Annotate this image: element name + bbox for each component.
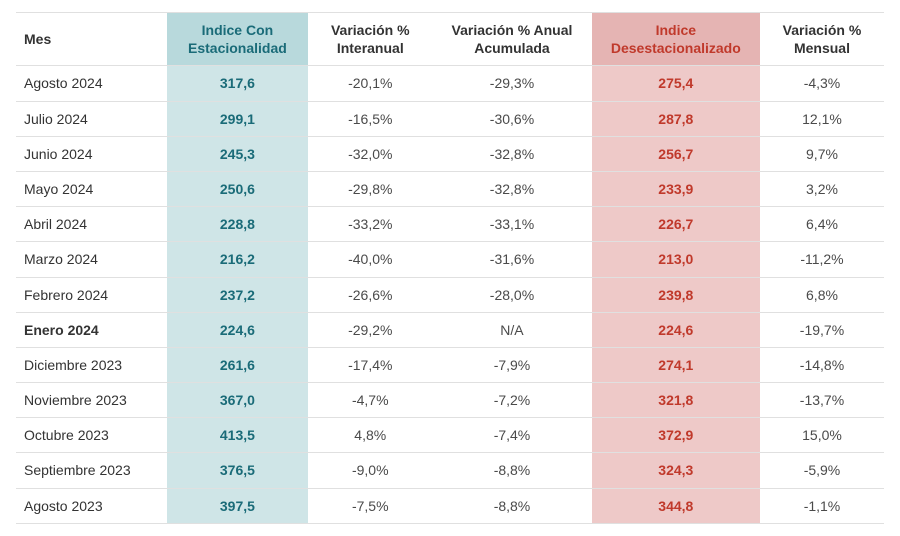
- cell-mes: Octubre 2023: [16, 418, 167, 453]
- cell-vmen: -13,7%: [760, 383, 884, 418]
- cell-vinter: -29,8%: [308, 171, 432, 206]
- table-row: Septiembre 2023376,5-9,0%-8,8%324,3-5,9%: [16, 453, 884, 488]
- table-row: Julio 2024299,1-16,5%-30,6%287,812,1%: [16, 101, 884, 136]
- table-header-row: MesIndice Con EstacionalidadVariación % …: [16, 13, 884, 66]
- cell-ide: 275,4: [592, 66, 760, 101]
- cell-vmen: 12,1%: [760, 101, 884, 136]
- table-row: Marzo 2024216,2-40,0%-31,6%213,0-11,2%: [16, 242, 884, 277]
- cell-mes: Junio 2024: [16, 136, 167, 171]
- cell-vmen: 6,8%: [760, 277, 884, 312]
- table-row: Junio 2024245,3-32,0%-32,8%256,79,7%: [16, 136, 884, 171]
- cell-vinter: -33,2%: [308, 207, 432, 242]
- cell-vmen: 9,7%: [760, 136, 884, 171]
- cell-ice: 237,2: [167, 277, 309, 312]
- cell-mes: Julio 2024: [16, 101, 167, 136]
- cell-mes: Marzo 2024: [16, 242, 167, 277]
- cell-vanal: -7,4%: [432, 418, 591, 453]
- cell-ice: 224,6: [167, 312, 309, 347]
- table-row: Mayo 2024250,6-29,8%-32,8%233,93,2%: [16, 171, 884, 206]
- cell-ice: 299,1: [167, 101, 309, 136]
- cell-vmen: -11,2%: [760, 242, 884, 277]
- cell-ide: 213,0: [592, 242, 760, 277]
- cell-mes: Febrero 2024: [16, 277, 167, 312]
- cell-ide: 233,9: [592, 171, 760, 206]
- cell-vanal: -7,2%: [432, 383, 591, 418]
- cell-vinter: -26,6%: [308, 277, 432, 312]
- cell-ice: 245,3: [167, 136, 309, 171]
- cell-vinter: 4,8%: [308, 418, 432, 453]
- cell-ide: 344,8: [592, 488, 760, 523]
- cell-ide: 287,8: [592, 101, 760, 136]
- cell-ice: 261,6: [167, 347, 309, 382]
- table-row: Abril 2024228,8-33,2%-33,1%226,76,4%: [16, 207, 884, 242]
- table-row: Noviembre 2023367,0-4,7%-7,2%321,8-13,7%: [16, 383, 884, 418]
- cell-ide: 274,1: [592, 347, 760, 382]
- cell-ide: 239,8: [592, 277, 760, 312]
- cell-vmen: -5,9%: [760, 453, 884, 488]
- cell-vanal: -29,3%: [432, 66, 591, 101]
- cell-vinter: -20,1%: [308, 66, 432, 101]
- col-header-ice: Indice Con Estacionalidad: [167, 13, 309, 66]
- cell-mes: Agosto 2023: [16, 488, 167, 523]
- cell-ice: 317,6: [167, 66, 309, 101]
- cell-ice: 367,0: [167, 383, 309, 418]
- cell-vmen: 3,2%: [760, 171, 884, 206]
- table-row: Agosto 2024317,6-20,1%-29,3%275,4-4,3%: [16, 66, 884, 101]
- cell-vinter: -7,5%: [308, 488, 432, 523]
- table-row: Octubre 2023413,54,8%-7,4%372,915,0%: [16, 418, 884, 453]
- cell-vanal: -28,0%: [432, 277, 591, 312]
- cell-mes: Mayo 2024: [16, 171, 167, 206]
- cell-ice: 228,8: [167, 207, 309, 242]
- cell-vmen: -19,7%: [760, 312, 884, 347]
- cell-vanal: -31,6%: [432, 242, 591, 277]
- cell-ice: 397,5: [167, 488, 309, 523]
- col-header-vmen: Variación % Mensual: [760, 13, 884, 66]
- cell-ice: 413,5: [167, 418, 309, 453]
- cell-vinter: -29,2%: [308, 312, 432, 347]
- cell-vmen: 6,4%: [760, 207, 884, 242]
- cell-vinter: -32,0%: [308, 136, 432, 171]
- cell-mes: Abril 2024: [16, 207, 167, 242]
- cell-vmen: 15,0%: [760, 418, 884, 453]
- table-row: Diciembre 2023261,6-17,4%-7,9%274,1-14,8…: [16, 347, 884, 382]
- cell-vanal: -8,8%: [432, 453, 591, 488]
- table-row: Febrero 2024237,2-26,6%-28,0%239,86,8%: [16, 277, 884, 312]
- table-row: Enero 2024224,6-29,2%N/A224,6-19,7%: [16, 312, 884, 347]
- cell-ide: 324,3: [592, 453, 760, 488]
- col-header-ide: Indice Desestacionalizado: [592, 13, 760, 66]
- data-table: MesIndice Con EstacionalidadVariación % …: [16, 12, 884, 524]
- cell-vmen: -14,8%: [760, 347, 884, 382]
- cell-vanal: N/A: [432, 312, 591, 347]
- cell-ice: 216,2: [167, 242, 309, 277]
- cell-mes: Noviembre 2023: [16, 383, 167, 418]
- cell-vinter: -40,0%: [308, 242, 432, 277]
- col-header-vinter: Variación % Interanual: [308, 13, 432, 66]
- cell-ide: 224,6: [592, 312, 760, 347]
- cell-ide: 256,7: [592, 136, 760, 171]
- cell-ide: 226,7: [592, 207, 760, 242]
- cell-ide: 372,9: [592, 418, 760, 453]
- cell-vinter: -9,0%: [308, 453, 432, 488]
- cell-vinter: -16,5%: [308, 101, 432, 136]
- col-header-vanal: Variación % Anual Acumulada: [432, 13, 591, 66]
- cell-vmen: -1,1%: [760, 488, 884, 523]
- cell-mes: Septiembre 2023: [16, 453, 167, 488]
- cell-vanal: -32,8%: [432, 171, 591, 206]
- cell-ice: 376,5: [167, 453, 309, 488]
- col-header-mes: Mes: [16, 13, 167, 66]
- cell-mes: Enero 2024: [16, 312, 167, 347]
- cell-vinter: -17,4%: [308, 347, 432, 382]
- cell-ice: 250,6: [167, 171, 309, 206]
- cell-vinter: -4,7%: [308, 383, 432, 418]
- cell-mes: Diciembre 2023: [16, 347, 167, 382]
- table-row: Agosto 2023397,5-7,5%-8,8%344,8-1,1%: [16, 488, 884, 523]
- cell-ide: 321,8: [592, 383, 760, 418]
- cell-vanal: -33,1%: [432, 207, 591, 242]
- cell-vmen: -4,3%: [760, 66, 884, 101]
- cell-vanal: -32,8%: [432, 136, 591, 171]
- cell-vanal: -7,9%: [432, 347, 591, 382]
- cell-mes: Agosto 2024: [16, 66, 167, 101]
- cell-vanal: -8,8%: [432, 488, 591, 523]
- cell-vanal: -30,6%: [432, 101, 591, 136]
